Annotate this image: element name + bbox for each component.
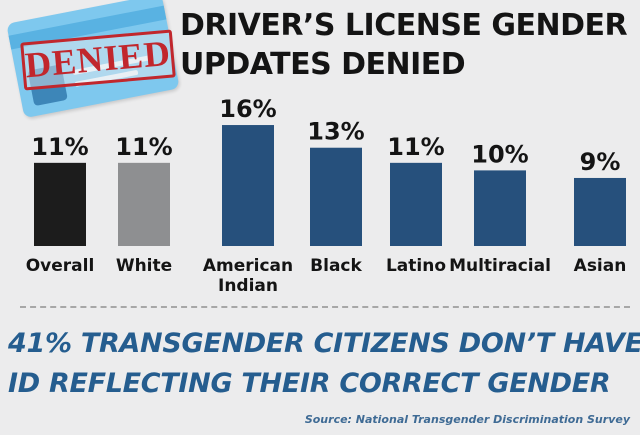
section-divider: [20, 306, 630, 308]
category-label-latino: Latino: [386, 256, 446, 276]
value-label-asian: 9%: [580, 148, 621, 176]
chart-title-line-1: DRIVER’S LICENSE GENDER: [180, 8, 628, 43]
category-label-white: White: [116, 256, 172, 276]
value-label-black: 13%: [307, 118, 364, 146]
bar-white: [118, 162, 170, 246]
category-label-american-indian: American: [203, 256, 293, 276]
chart-title: DRIVER’S LICENSE GENDER UPDATES DENIED: [180, 6, 632, 84]
value-label-latino: 11%: [387, 133, 444, 161]
category-label-american-indian: Indian: [218, 276, 278, 296]
bar-black: [310, 147, 362, 246]
value-label-white: 11%: [115, 133, 172, 161]
headline: 41% TRANSGENDER CITIZENS DON’T HAVE ID R…: [8, 324, 640, 404]
chart-title-line-2: UPDATES DENIED: [180, 47, 466, 82]
headline-line-2: ID REFLECTING THEIR CORRECT GENDER: [8, 368, 611, 399]
value-label-multiracial: 10%: [471, 140, 528, 168]
bar-overall: [34, 162, 86, 246]
source-note: Source: National Transgender Discriminat…: [304, 413, 630, 426]
bar-american-indian: [222, 125, 274, 246]
bar-multiracial: [474, 170, 526, 246]
headline-line-1: 41% TRANSGENDER CITIZENS DON’T HAVE: [8, 328, 640, 359]
category-label-asian: Asian: [574, 256, 627, 276]
category-label-overall: Overall: [26, 256, 95, 276]
bar-asian: [574, 177, 626, 246]
category-label-black: Black: [310, 256, 362, 276]
value-label-american-indian: 16%: [219, 95, 276, 123]
bar-latino: [390, 162, 442, 246]
category-label-multiracial: Multiracial: [449, 256, 551, 276]
value-label-overall: 11%: [31, 133, 88, 161]
